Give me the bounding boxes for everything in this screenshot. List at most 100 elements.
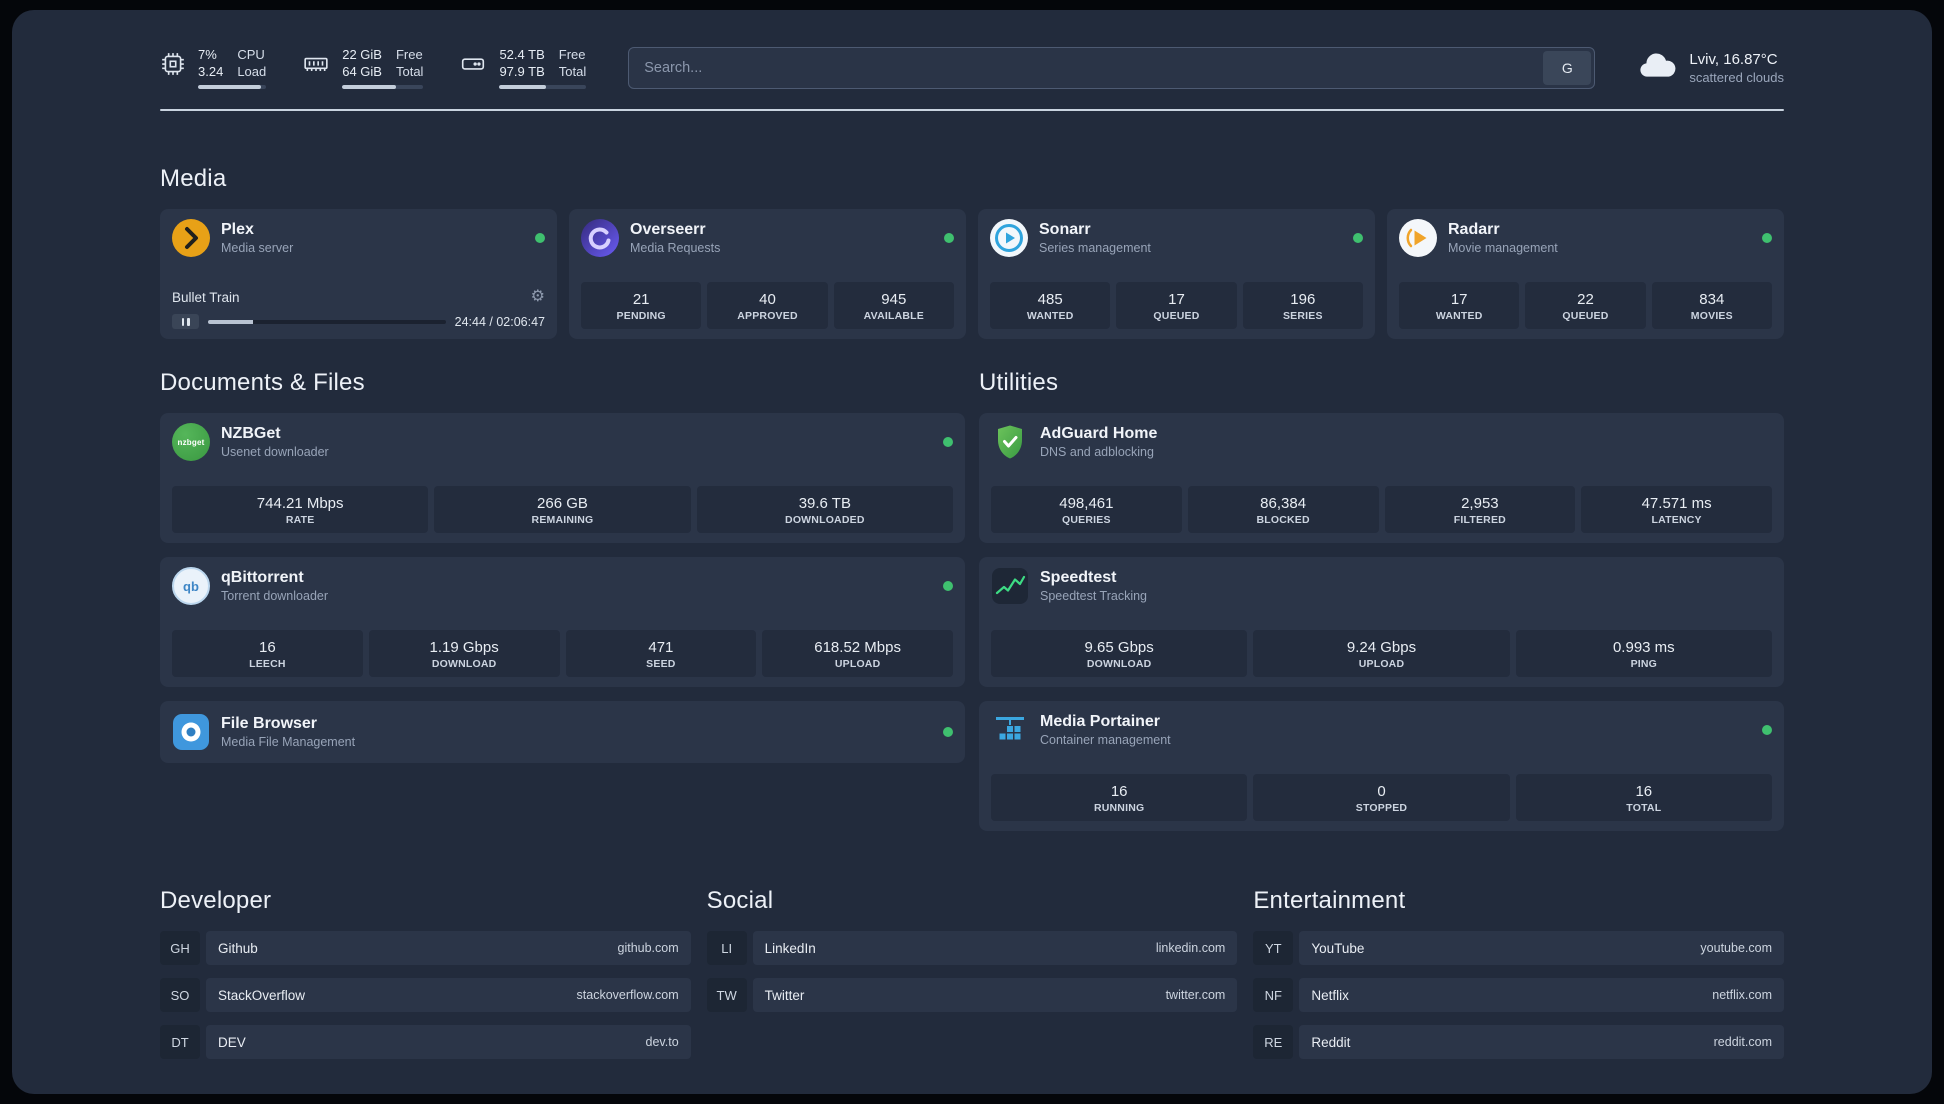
stat-value: 16 xyxy=(1635,783,1653,800)
service-name: File Browser xyxy=(221,715,318,732)
status-dot xyxy=(943,581,953,591)
cpu-bar xyxy=(198,85,267,89)
adguard-icon xyxy=(991,423,1029,461)
stat-label: WANTED xyxy=(1026,310,1074,322)
stat-value: 16 xyxy=(1110,783,1128,800)
stat-label: WANTED xyxy=(1435,310,1483,322)
bookmark-url: youtube.com xyxy=(1700,941,1772,955)
stat-label: MOVIES xyxy=(1690,310,1733,322)
overseerr-icon xyxy=(581,219,619,257)
stat-label: BLOCKED xyxy=(1256,514,1310,526)
service-card-plex[interactable]: Plex Media server Bullet Train ⚙ 24:44 /… xyxy=(160,209,557,339)
stat-tile: 86,384 BLOCKED xyxy=(1187,486,1379,533)
bookmark-abbr: YT xyxy=(1253,931,1294,965)
radarr-icon xyxy=(1399,219,1437,257)
gear-icon[interactable]: ⚙ xyxy=(530,288,545,305)
memory-total-label: Total xyxy=(395,64,424,79)
bookmark-twitter[interactable]: TW Twitter twitter.com xyxy=(706,978,1238,1012)
stat-value: 498,461 xyxy=(1059,495,1114,512)
search-input[interactable] xyxy=(632,59,1544,76)
filebrowser-icon xyxy=(172,713,210,751)
bookmark-url: netflix.com xyxy=(1712,988,1772,1002)
bookmark-name: StackOverflow xyxy=(218,987,306,1003)
service-subtitle: Movie management xyxy=(1448,241,1558,255)
service-card-qbittorrent[interactable]: qb qBittorrent Torrent downloader 16 LEE… xyxy=(160,557,965,687)
bookmark-abbr: DT xyxy=(160,1025,200,1059)
service-card-adguard[interactable]: AdGuard Home DNS and adblocking 498,461 … xyxy=(979,413,1784,543)
weather-location: Lviv, 16.87°C xyxy=(1689,50,1778,68)
bookmark-reddit[interactable]: RE Reddit reddit.com xyxy=(1253,1025,1784,1059)
stat-tile: 485 WANTED xyxy=(990,282,1111,329)
service-card-portainer[interactable]: Media Portainer Container management 16 … xyxy=(979,701,1784,831)
section-media: Media Plex Media server xyxy=(160,165,1784,339)
stat-tile: 17 QUEUED xyxy=(1116,282,1237,329)
service-name: Speedtest xyxy=(1040,569,1117,586)
bookmark-netflix[interactable]: NF Netflix netflix.com xyxy=(1253,978,1784,1012)
plex-icon xyxy=(172,219,210,257)
stat-label: RATE xyxy=(285,514,315,526)
disk-free-label: Free xyxy=(558,47,586,62)
stat-value: 266 GB xyxy=(537,495,588,512)
stat-value: 0.993 ms xyxy=(1612,639,1675,656)
service-subtitle: Series management xyxy=(1039,241,1151,255)
stat-tile: 16 LEECH xyxy=(172,630,363,677)
bookmark-stackoverflow[interactable]: SO StackOverflow stackoverflow.com xyxy=(160,978,691,1012)
stat-label: REMAINING xyxy=(531,514,594,526)
bookmark-url: github.com xyxy=(617,941,679,955)
stat-value: 17 xyxy=(1168,291,1185,308)
nzbget-icon: nzbget xyxy=(172,423,210,461)
stat-label: AVAILABLE xyxy=(863,310,924,322)
search-provider-button[interactable]: G xyxy=(1543,50,1592,85)
bookmark-abbr: LI xyxy=(706,931,747,965)
stat-value: 22 xyxy=(1577,291,1594,308)
status-dot xyxy=(1353,233,1363,243)
disk-free: 52.4 TB xyxy=(499,47,545,62)
topbar-divider xyxy=(160,109,1784,111)
stat-label: APPROVED xyxy=(737,310,798,322)
stat-label: QUEUED xyxy=(1153,310,1200,322)
stat-value: 39.6 TB xyxy=(798,495,851,512)
pause-button[interactable] xyxy=(172,314,199,329)
bookmark-url: dev.to xyxy=(645,1035,679,1049)
bookmark-youtube[interactable]: YT YouTube youtube.com xyxy=(1253,931,1784,965)
service-name: Overseerr xyxy=(630,221,706,238)
service-name: AdGuard Home xyxy=(1040,425,1158,442)
bookmark-name: YouTube xyxy=(1311,940,1365,956)
service-card-sonarr[interactable]: Sonarr Series management 485 WANTED 17 Q… xyxy=(978,209,1375,339)
bookmark-abbr: NF xyxy=(1253,978,1294,1012)
stat-label: PING xyxy=(1630,658,1658,670)
stat-label: SERIES xyxy=(1282,310,1323,322)
plex-now-playing: Bullet Train ⚙ 24:44 / 02:06:47 xyxy=(172,289,545,329)
bookmark-url: linkedin.com xyxy=(1155,941,1226,955)
stat-value: 2,953 xyxy=(1461,495,1499,512)
stat-tile: 39.6 TB DOWNLOADED xyxy=(696,486,953,533)
stat-tile: 196 SERIES xyxy=(1242,282,1363,329)
service-name: NZBGet xyxy=(221,425,281,442)
stat-value: 86,384 xyxy=(1260,495,1307,512)
service-card-filebrowser[interactable]: File Browser Media File Management xyxy=(160,701,965,763)
sonarr-icon xyxy=(990,219,1028,257)
bookmark-dev[interactable]: DT DEV dev.to xyxy=(160,1025,691,1059)
service-name: Radarr xyxy=(1448,221,1500,238)
stat-label: QUERIES xyxy=(1062,514,1111,526)
disk-icon xyxy=(459,51,487,77)
bookmark-url: reddit.com xyxy=(1713,1035,1772,1049)
status-dot xyxy=(943,437,953,447)
memory-free-label: Free xyxy=(395,47,423,62)
service-card-nzbget[interactable]: nzbget NZBGet Usenet downloader 744.21 M… xyxy=(160,413,965,543)
bookmark-name: Github xyxy=(218,940,258,956)
bookmark-github[interactable]: GH Github github.com xyxy=(160,931,691,965)
cpu-widget: 7% 3.24 CPU Load xyxy=(160,46,267,89)
status-dot xyxy=(535,233,545,243)
service-card-speedtest[interactable]: Speedtest Speedtest Tracking 9.65 Gbps D… xyxy=(979,557,1784,687)
service-card-overseerr[interactable]: Overseerr Media Requests 21 PENDING 40 A… xyxy=(569,209,966,339)
cpu-icon xyxy=(160,51,186,77)
stat-label: RUNNING xyxy=(1093,802,1145,814)
stat-value: 1.19 Gbps xyxy=(429,639,499,656)
service-card-radarr[interactable]: Radarr Movie management 17 WANTED 22 QUE… xyxy=(1387,209,1784,339)
stat-tile: 9.65 Gbps DOWNLOAD xyxy=(991,630,1248,677)
cpu-load-label: Load xyxy=(237,64,267,79)
bookmark-linkedin[interactable]: LI LinkedIn linkedin.com xyxy=(706,931,1238,965)
seek-bar[interactable] xyxy=(208,319,446,324)
